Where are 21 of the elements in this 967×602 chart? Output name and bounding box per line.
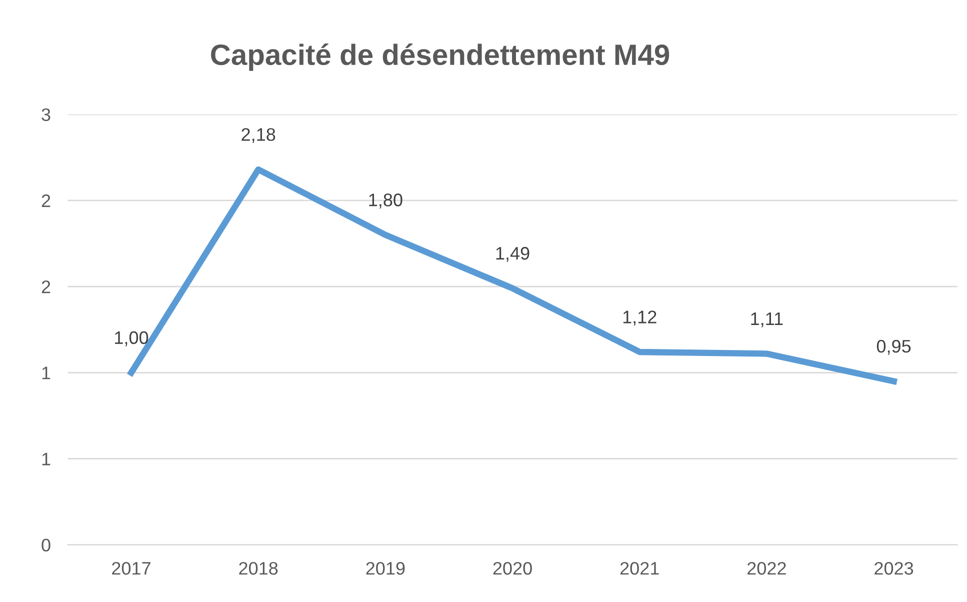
data-label: 2,18 — [242, 128, 276, 144]
x-tick-label: 2019 — [366, 562, 405, 575]
x-tick-label: 2021 — [620, 562, 659, 575]
y-tick-label: 2 — [42, 194, 50, 208]
data-label: 1,00 — [115, 331, 148, 346]
x-tick-label: 2020 — [493, 562, 532, 575]
data-label: 0,95 — [876, 340, 911, 355]
x-tick-label: 2018 — [239, 562, 278, 575]
x-tick-label: 2023 — [874, 562, 914, 575]
data-label: 1,49 — [496, 246, 530, 262]
y-tick-label: 0 — [42, 538, 50, 552]
x-tick-label: 2017 — [112, 562, 150, 575]
chart-title: Capacité de désendettement M49 — [211, 43, 670, 71]
y-tick-label: 3 — [42, 108, 50, 122]
y-tick-label: 2 — [42, 280, 50, 294]
x-tick-label: 2022 — [748, 562, 786, 575]
y-tick-label: 1 — [42, 452, 50, 466]
y-tick-label: 1 — [42, 366, 50, 380]
data-label: 1,80 — [369, 194, 402, 208]
data-label: 1,12 — [623, 310, 656, 326]
data-label: 1,11 — [751, 312, 783, 328]
